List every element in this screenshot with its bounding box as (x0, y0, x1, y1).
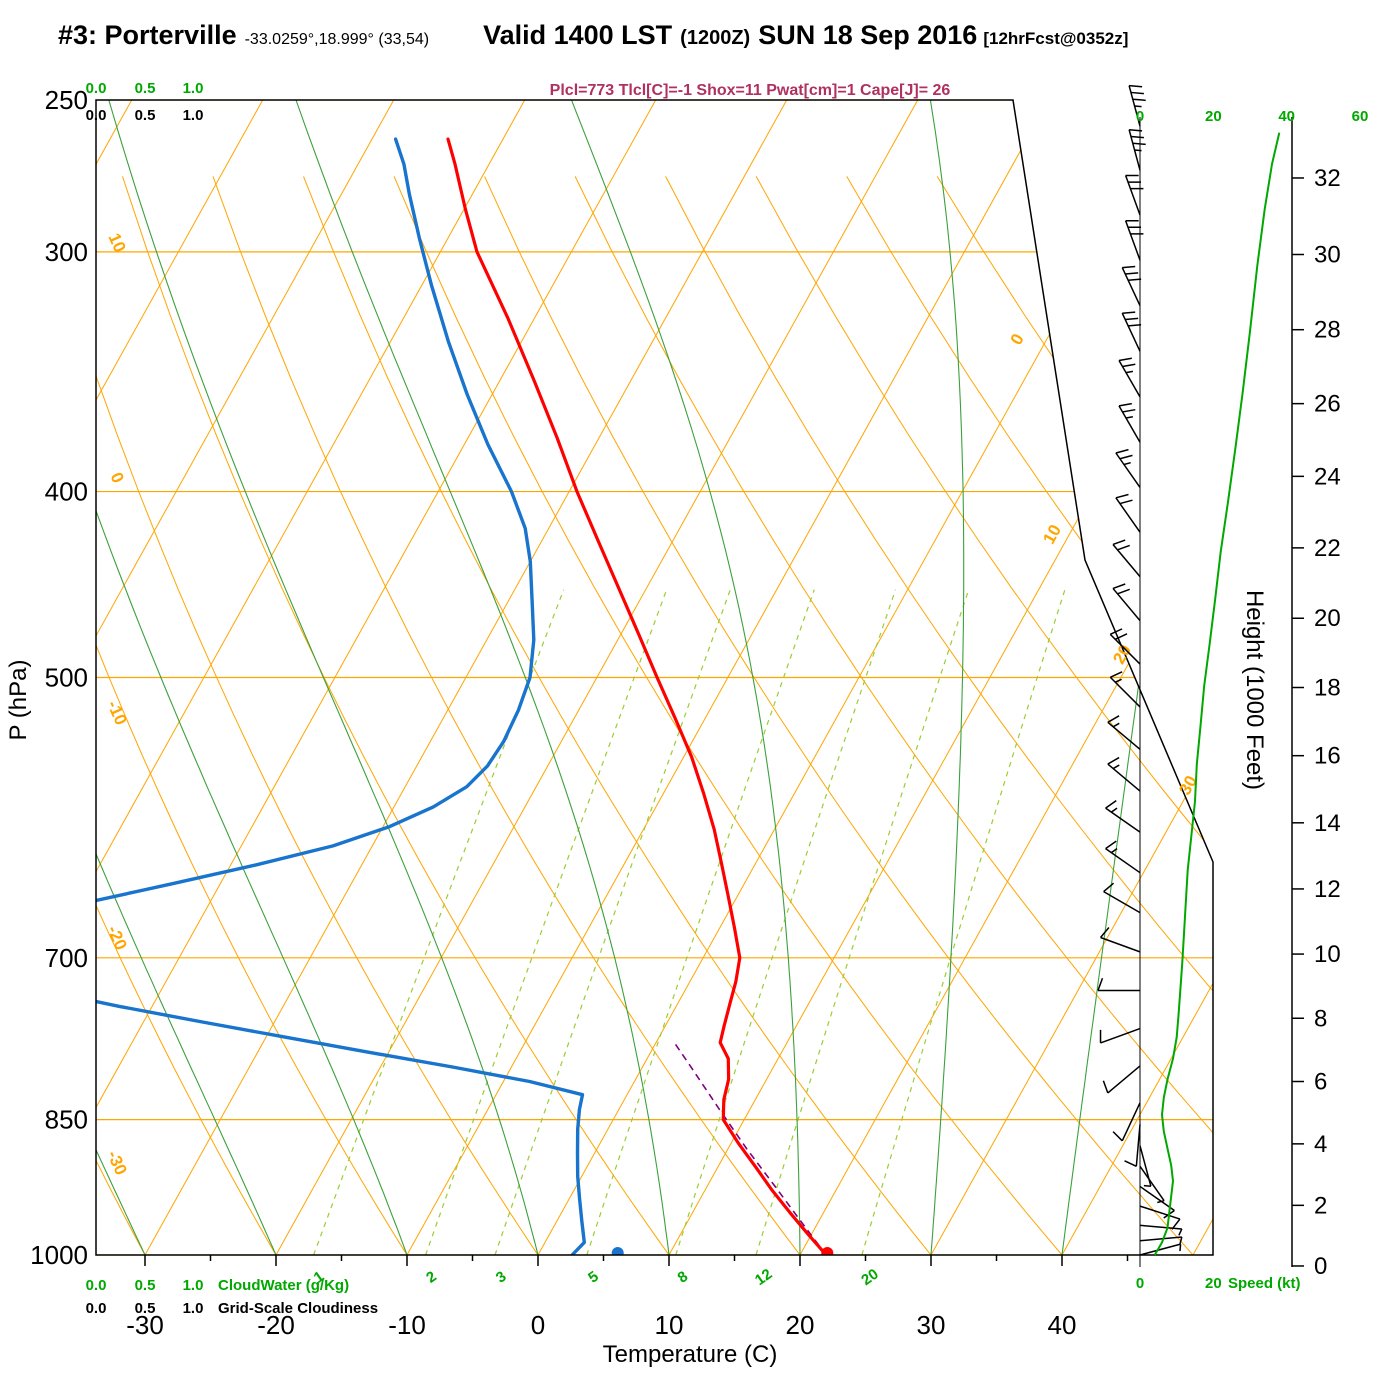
svg-text:300: 300 (45, 237, 88, 267)
svg-text:0: 0 (106, 470, 127, 486)
svg-text:8: 8 (1314, 1005, 1327, 1032)
svg-text:0: 0 (1136, 1275, 1144, 1292)
sounding-profiles (96, 137, 834, 1255)
sounding-params: Plcl=773 Tlcl[C]=-1 Shox=11 Pwat[cm]=1 C… (549, 82, 951, 99)
mixing-ratio-labels: 1 2 3 5 8 12 20 (311, 1266, 882, 1289)
forecast-tag: [12hrFcst@0352z] (983, 29, 1129, 48)
svg-text:0: 0 (531, 1310, 545, 1340)
speed-axis-labels: 0 20 40 600 20 Speed (kt) (1136, 108, 1369, 1292)
svg-text:20: 20 (1205, 108, 1222, 125)
svg-text:20: 20 (858, 1266, 881, 1289)
svg-text:0.5: 0.5 (135, 80, 156, 97)
svg-text:22: 22 (1314, 535, 1341, 562)
svg-text:Speed (kt): Speed (kt) (1228, 1275, 1301, 1292)
svg-text:20: 20 (786, 1310, 815, 1340)
svg-text:18: 18 (1314, 674, 1341, 701)
valid-zulu: (1200Z) (680, 27, 751, 49)
svg-text:850: 850 (45, 1105, 88, 1135)
svg-text:0: 0 (1136, 108, 1144, 125)
svg-text:-10: -10 (388, 1310, 426, 1340)
svg-text:4: 4 (1314, 1131, 1327, 1158)
svg-text:30: 30 (1314, 241, 1341, 268)
svg-text:1.0: 1.0 (183, 80, 204, 97)
svg-text:Height (1000 Feet): Height (1000 Feet) (1241, 590, 1268, 790)
svg-text:Grid-Scale Cloudiness: Grid-Scale Cloudiness (218, 1300, 378, 1317)
svg-text:26: 26 (1314, 391, 1341, 418)
surface-dewpoint-dot (611, 1247, 624, 1255)
svg-text:30: 30 (917, 1310, 946, 1340)
skewt-grid (96, 100, 1213, 1255)
svg-text:3: 3 (493, 1268, 510, 1287)
svg-text:6: 6 (1314, 1069, 1327, 1096)
svg-text:0: 0 (1314, 1253, 1327, 1280)
svg-text:5: 5 (585, 1268, 602, 1287)
svg-text:-20: -20 (257, 1310, 295, 1340)
svg-text:60: 60 (1352, 108, 1369, 125)
valid-date: SUN 18 Sep 2016 (758, 20, 978, 50)
svg-text:20: 20 (1314, 605, 1341, 632)
svg-text:1.0: 1.0 (183, 1277, 204, 1294)
svg-text:10: 10 (655, 1310, 684, 1340)
svg-text:16: 16 (1314, 743, 1341, 770)
svg-text:1.0: 1.0 (183, 107, 204, 124)
svg-text:10: 10 (1039, 521, 1065, 547)
svg-text:0.5: 0.5 (135, 1300, 156, 1317)
valid-time: Valid 1400 LST (483, 20, 673, 50)
title-bar: #3: Porterville -33.0259°,18.999° (33,54… (58, 20, 1128, 51)
svg-text:40: 40 (1278, 108, 1295, 125)
parcel-trace (672, 1040, 827, 1255)
svg-text:0.0: 0.0 (86, 80, 107, 97)
svg-text:2: 2 (423, 1268, 440, 1287)
mixing-ratio-lines (313, 589, 1066, 1255)
svg-text:-20: -20 (103, 923, 130, 953)
pressure-gridlines (96, 100, 1213, 1255)
svg-text:250: 250 (45, 85, 88, 115)
moist-adiabat-lines (96, 100, 1213, 1255)
svg-text:400: 400 (45, 477, 88, 507)
wind-barbs (1097, 84, 1183, 1267)
svg-text:0.0: 0.0 (86, 1277, 107, 1294)
svg-text:0: 0 (1007, 331, 1028, 348)
svg-text:CloudWater (g/Kg): CloudWater (g/Kg) (218, 1277, 349, 1294)
svg-text:0.0: 0.0 (86, 107, 107, 124)
surface-temp-dot (821, 1247, 834, 1255)
svg-text:P (hPa): P (hPa) (5, 660, 32, 741)
svg-text:Temperature (C): Temperature (C) (603, 1341, 778, 1368)
svg-text:0.5: 0.5 (135, 107, 156, 124)
station-title: #3: Porterville (58, 20, 237, 50)
svg-text:1000: 1000 (30, 1240, 88, 1270)
svg-text:1.0: 1.0 (183, 1300, 204, 1317)
svg-text:24: 24 (1314, 463, 1341, 490)
svg-text:12: 12 (1314, 876, 1341, 903)
svg-text:20: 20 (1205, 1275, 1222, 1292)
svg-text:32: 32 (1314, 165, 1341, 192)
temperature-profile (446, 137, 828, 1255)
plot-frame (95, 99, 1214, 1256)
svg-text:0.5: 0.5 (135, 1277, 156, 1294)
svg-text:2: 2 (1314, 1192, 1327, 1219)
cloud-scales: 0.0 0.0 0.0 0.0 0.5 0.5 0.5 0.5 1.0 1.0 1.0 1.0 Clou… (86, 80, 378, 1317)
svg-text:700: 700 (45, 943, 88, 973)
speed-profile (1153, 132, 1281, 1256)
pressure-axis: 250 300 400 500 700 850 1000 P (hPa) (5, 85, 88, 1270)
svg-text:0.0: 0.0 (86, 1300, 107, 1317)
station-coords: -33.0259°,18.999° (33,54) (244, 31, 430, 48)
dry-adiabat-lines (96, 176, 1213, 1255)
svg-text:-10: -10 (103, 698, 130, 728)
svg-text:8: 8 (675, 1268, 692, 1287)
svg-text:10: 10 (1314, 941, 1341, 968)
svg-text:12: 12 (752, 1266, 775, 1289)
svg-text:14: 14 (1314, 810, 1341, 837)
svg-text:40: 40 (1048, 1310, 1077, 1340)
svg-text:-30: -30 (126, 1310, 164, 1340)
temp-axis: -30 -20 -10 0 10 20 30 40 Temperature (C) (126, 1255, 1129, 1368)
dewpoint-profile (96, 137, 586, 1255)
svg-text:28: 28 (1314, 317, 1341, 344)
svg-text:500: 500 (45, 663, 88, 693)
